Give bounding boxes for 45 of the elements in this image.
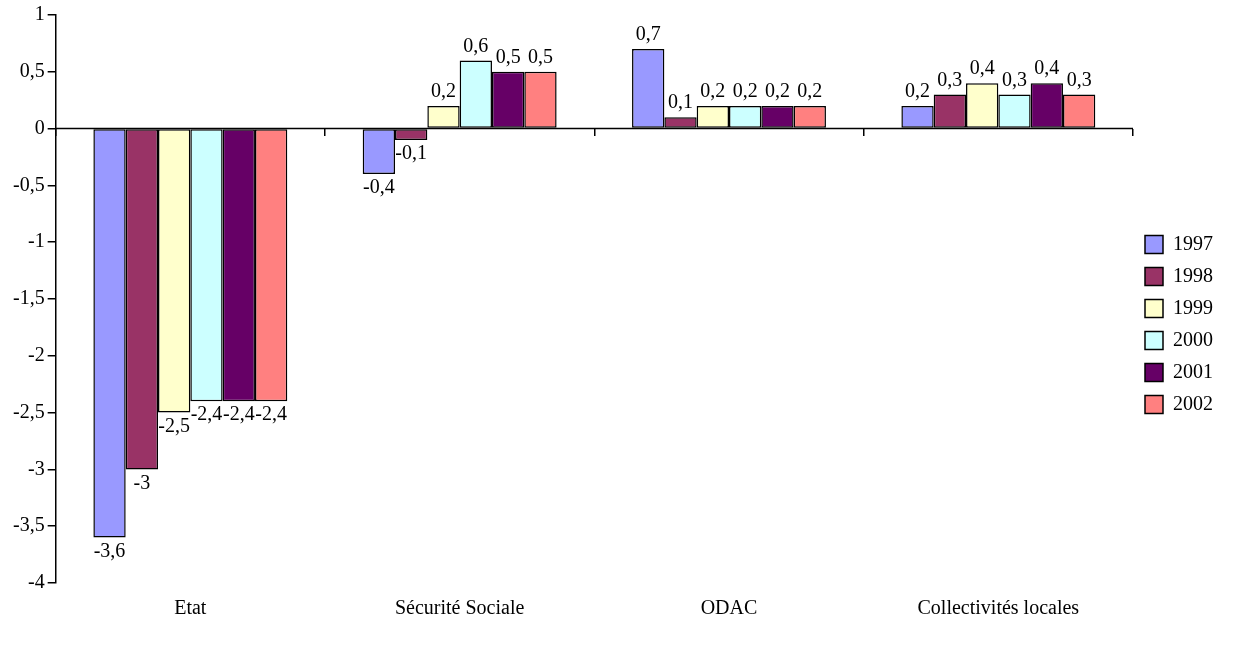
y-tick-label: -1,5 — [12, 286, 45, 309]
x-tick-label: Etat — [174, 596, 207, 619]
data-label: -2,4 — [190, 402, 223, 425]
data-label: 0,2 — [431, 79, 456, 102]
data-label: 0,2 — [764, 79, 790, 102]
data-label: 0,5 — [527, 45, 553, 68]
data-label: 0,2 — [700, 79, 726, 102]
data-label: -2,4 — [255, 402, 287, 425]
legend-label: 2002 — [1173, 391, 1213, 414]
x-tick-label: Sécurité Sociale — [394, 596, 525, 619]
data-label: -2,5 — [158, 413, 190, 436]
x-tick-label: ODAC — [700, 596, 758, 619]
data-label: -0,1 — [395, 141, 428, 164]
y-tick-label: -2,5 — [12, 399, 45, 422]
data-label: 0,6 — [463, 33, 489, 56]
data-label: 0,4 — [969, 56, 995, 79]
data-label: 0,2 — [905, 79, 931, 102]
data-label: -3 — [133, 470, 151, 493]
y-tick-label: -3 — [27, 456, 45, 479]
legend-label: 2001 — [1173, 359, 1213, 382]
data-label: 0,3 — [937, 67, 963, 90]
legend-label: 1997 — [1173, 231, 1213, 254]
data-label: -2,4 — [222, 402, 255, 425]
data-label: -3,6 — [93, 538, 126, 561]
data-label: 0,7 — [635, 22, 661, 45]
y-tick-label: 0,5 — [19, 59, 45, 82]
data-label: 0,2 — [797, 79, 823, 102]
y-tick-label: 0 — [34, 115, 45, 138]
data-label: 0,2 — [732, 79, 758, 102]
data-label: 0,1 — [668, 90, 694, 113]
x-tick-label: Collectivités locales — [917, 596, 1080, 619]
y-tick-label: -4 — [27, 570, 45, 593]
y-tick-label: -0,5 — [12, 172, 45, 195]
data-label: 0,4 — [1034, 56, 1060, 79]
legend-label: 1999 — [1173, 295, 1213, 318]
data-label: 0,5 — [495, 45, 521, 68]
data-label: 0,3 — [1001, 67, 1027, 90]
legend-label: 2000 — [1173, 327, 1213, 350]
data-label: 0,3 — [1066, 67, 1092, 90]
legend-label: 1998 — [1173, 263, 1213, 286]
y-tick-label: -2 — [27, 343, 45, 366]
y-tick-label: -3,5 — [12, 513, 45, 536]
y-tick-label: -1 — [27, 229, 45, 252]
data-label: -0,4 — [363, 175, 395, 198]
y-tick-label: 1 — [34, 2, 45, 25]
